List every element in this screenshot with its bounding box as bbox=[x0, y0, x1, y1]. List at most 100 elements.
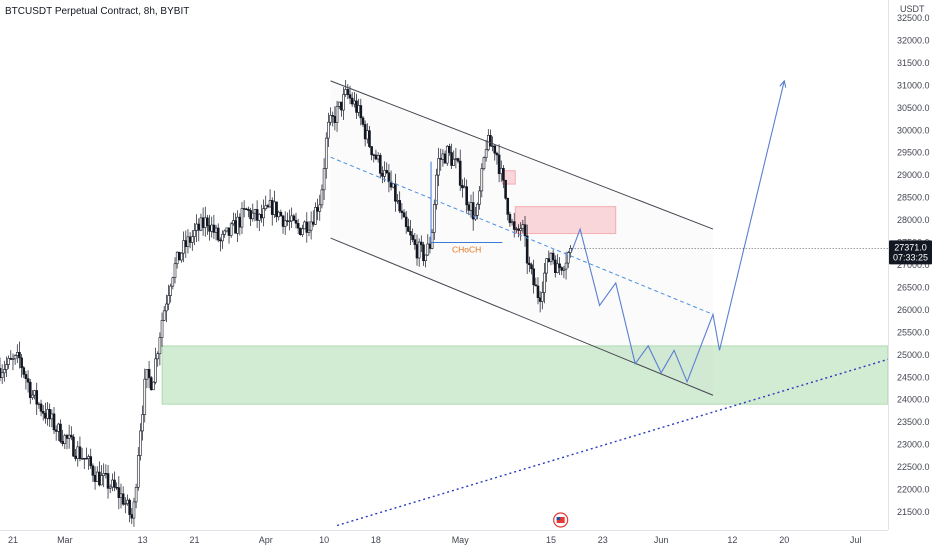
candle bbox=[100, 465, 103, 486]
candle-body bbox=[378, 154, 382, 174]
candle bbox=[452, 150, 456, 166]
projected-path bbox=[571, 80, 785, 384]
candle-body bbox=[98, 471, 101, 486]
candle-body bbox=[398, 200, 402, 212]
candle-body bbox=[18, 352, 21, 359]
candle bbox=[216, 223, 220, 243]
candle bbox=[411, 228, 414, 243]
candle-body bbox=[523, 224, 527, 237]
candle bbox=[63, 433, 67, 449]
candle-body bbox=[186, 236, 190, 248]
candle bbox=[484, 139, 488, 162]
candle-body bbox=[350, 97, 354, 105]
candle bbox=[378, 152, 382, 179]
candle-body bbox=[63, 435, 67, 444]
candle-body bbox=[108, 486, 112, 489]
candle-body bbox=[171, 277, 175, 287]
candle-body bbox=[242, 208, 246, 210]
candle bbox=[69, 426, 73, 441]
candle bbox=[543, 263, 546, 304]
candle-body bbox=[337, 101, 341, 107]
candle-body bbox=[301, 228, 304, 236]
candle-body bbox=[149, 377, 153, 391]
price-tick-label: 30000.0 bbox=[897, 125, 930, 135]
candle-body bbox=[441, 153, 445, 160]
time-tick-label: 20 bbox=[779, 535, 789, 545]
candle bbox=[346, 84, 350, 100]
candle-body bbox=[67, 434, 71, 439]
price-tick-label: 25500.0 bbox=[897, 327, 930, 337]
candle-body bbox=[160, 320, 164, 339]
candle bbox=[370, 145, 373, 161]
candle-body bbox=[197, 223, 201, 231]
candle-body bbox=[346, 89, 350, 95]
demand-zone bbox=[161, 345, 889, 405]
time-tick-label: Apr bbox=[259, 535, 273, 545]
flag-icon[interactable]: US bbox=[553, 512, 569, 528]
candle bbox=[158, 332, 162, 366]
candle-body bbox=[180, 252, 183, 261]
candle-body bbox=[458, 160, 462, 186]
candle bbox=[108, 484, 112, 494]
candle-body bbox=[290, 215, 293, 222]
candle-body bbox=[407, 226, 410, 232]
candle-body bbox=[296, 222, 300, 229]
candle-body bbox=[556, 263, 559, 274]
candle-body bbox=[478, 190, 481, 205]
candle bbox=[113, 471, 116, 492]
candle-body bbox=[167, 295, 170, 305]
candle bbox=[562, 265, 566, 279]
candle-body bbox=[471, 202, 475, 220]
candle-body bbox=[100, 475, 103, 486]
price-tick-label: 31500.0 bbox=[897, 58, 930, 68]
candle-body bbox=[249, 210, 252, 220]
candle bbox=[117, 476, 121, 510]
candle bbox=[303, 220, 306, 230]
candle-body bbox=[33, 390, 36, 396]
candle-body bbox=[502, 168, 505, 181]
candle-body bbox=[553, 259, 557, 274]
candle-body bbox=[35, 390, 39, 405]
candle bbox=[279, 209, 283, 217]
candle-body bbox=[15, 352, 19, 356]
candle-body bbox=[91, 465, 95, 476]
candle bbox=[167, 284, 170, 310]
candle-body bbox=[39, 403, 43, 412]
time-tick-label: 15 bbox=[546, 535, 556, 545]
candle-body bbox=[119, 493, 123, 498]
candle bbox=[368, 126, 371, 149]
candle bbox=[324, 132, 328, 179]
candle-body bbox=[115, 486, 118, 489]
candle-body bbox=[448, 145, 451, 153]
support-trendline bbox=[336, 358, 889, 527]
candle-body bbox=[445, 145, 449, 164]
candle bbox=[495, 151, 499, 165]
candle-body bbox=[303, 221, 306, 230]
channel-lower-line bbox=[330, 237, 714, 396]
candle-body bbox=[569, 248, 572, 253]
time-tick-label: Jun bbox=[654, 535, 669, 545]
candle-body bbox=[493, 145, 497, 154]
price-axis[interactable]: USDT 21500.0 22000.0 22500.0 23000.0 23500.0… bbox=[571, 0, 932, 530]
candle bbox=[422, 241, 425, 266]
candle-body bbox=[465, 186, 468, 206]
candle bbox=[296, 218, 300, 234]
candle-body bbox=[223, 230, 227, 235]
candle-body bbox=[530, 264, 533, 270]
candle bbox=[152, 381, 155, 391]
price-tick-label: 22500.0 bbox=[897, 462, 930, 472]
candle-body bbox=[566, 252, 570, 264]
candle-body bbox=[476, 203, 479, 216]
candle bbox=[530, 262, 533, 275]
candle-body bbox=[268, 200, 272, 208]
time-axis[interactable]: 21 Mar 13 21 Apr 10 18 May 15 23 Jun 12 20 Jul bbox=[0, 530, 932, 550]
candle-body bbox=[132, 501, 136, 519]
candles-layer bbox=[0, 79, 572, 527]
candle bbox=[247, 206, 250, 218]
candle-body bbox=[499, 168, 503, 175]
time-tick-label: 10 bbox=[319, 535, 329, 545]
candle bbox=[169, 283, 172, 303]
candle-body bbox=[165, 303, 168, 312]
candle bbox=[180, 252, 183, 263]
